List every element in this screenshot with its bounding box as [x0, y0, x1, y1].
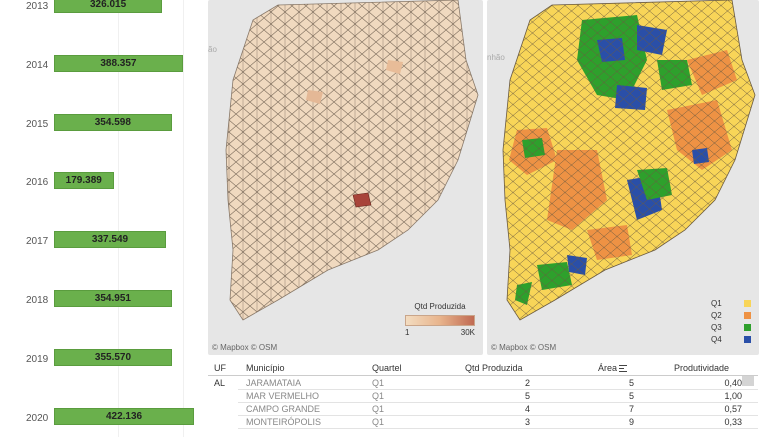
- year-label: 2020: [26, 412, 49, 424]
- header-uf[interactable]: UF: [214, 363, 226, 373]
- map-qtd-produzida[interactable]: ão Qtd Produzida 1 30K © Mapbox © OSM: [208, 0, 483, 355]
- cell-produtividade: 1,00: [724, 391, 742, 401]
- uf-value: AL: [214, 378, 226, 388]
- bar-2015[interactable]: [54, 113, 172, 131]
- year-label: 2013: [26, 1, 49, 12]
- bar-value-label: 422.136: [105, 410, 143, 422]
- cell-municipio: MAR VERMELHO: [246, 391, 320, 401]
- quartile-legend: Q1 Q2 Q3 Q4: [711, 297, 751, 345]
- bar-2018[interactable]: [54, 290, 172, 307]
- cell-quartel: Q1: [372, 404, 385, 414]
- bar-value-label: 337.549: [91, 234, 129, 246]
- header-municipio[interactable]: Município: [246, 363, 285, 373]
- row-divider: [238, 402, 758, 403]
- bar-2019[interactable]: [54, 348, 172, 366]
- row-divider: [238, 415, 758, 416]
- cell-qtd: 3: [524, 417, 530, 427]
- legend-item[interactable]: Q3: [711, 321, 751, 333]
- cell-area: 7: [628, 404, 634, 414]
- cell-area: 5: [628, 378, 634, 388]
- bar-value-label: 326.015: [90, 0, 127, 10]
- year-label: 2014: [26, 59, 49, 71]
- municipality-borders-q: [503, 0, 755, 320]
- header-produtividade[interactable]: Produtividade: [674, 363, 730, 373]
- neighbor-state-label: ão: [208, 45, 217, 54]
- table-row[interactable]: JARAMATAIA Q1 2 5 0,40: [208, 377, 758, 390]
- continuous-legend: Qtd Produzida 1 30K: [405, 302, 475, 337]
- table-row[interactable]: MAR VERMELHO Q1 5 5 1,00: [208, 390, 758, 403]
- table-header: UF Município Quartel Qtd Produzida Área …: [208, 360, 758, 376]
- legend-label: Q1: [711, 298, 722, 308]
- cell-quartel: Q1: [372, 391, 385, 401]
- neighbor-state-label-q: nhão: [487, 53, 505, 62]
- legend-swatch: [744, 299, 751, 307]
- bar-value-label: 179.389: [65, 175, 102, 187]
- cell-area: 5: [628, 391, 634, 401]
- municipality-borders: [226, 0, 478, 320]
- header-area-label: Área: [598, 363, 618, 373]
- sort-icon[interactable]: [619, 365, 628, 373]
- header-quartel[interactable]: Quartel: [372, 363, 402, 373]
- legend-swatch: [744, 335, 751, 343]
- gridline: [118, 0, 119, 437]
- legend-title: Qtd Produzida: [414, 302, 466, 311]
- year-label: 2016: [26, 177, 49, 189]
- table-row[interactable]: MONTEIRÓPOLIS Q1 3 9 0,33: [208, 416, 758, 429]
- legend-label: Q4: [711, 334, 722, 344]
- cell-quartel: Q1: [372, 417, 385, 427]
- cell-area: 9: [628, 417, 634, 427]
- map-attribution-q[interactable]: © Mapbox © OSM: [491, 343, 557, 352]
- yearly-bar-chart: 2013 326.015 2014 388.357 2015 354.598 2016 179…: [0, 0, 205, 437]
- map-left-svg[interactable]: [208, 0, 483, 355]
- bar-2013[interactable]: [54, 0, 163, 13]
- header-qtd[interactable]: Qtd Produzida: [465, 363, 523, 373]
- bar-2014[interactable]: [54, 54, 183, 72]
- gridline: [183, 0, 184, 437]
- cell-municipio: CAMPO GRANDE: [246, 404, 321, 414]
- cell-qtd: 2: [524, 378, 530, 388]
- cell-produtividade: 0,33: [724, 417, 742, 427]
- cell-qtd: 4: [524, 404, 530, 414]
- bar-2020[interactable]: [54, 407, 195, 425]
- legend-swatch: [744, 323, 751, 331]
- legend-gradient: [405, 315, 475, 326]
- municipality-medium-2[interactable]: [386, 60, 403, 74]
- bar-value-label: 388.357: [100, 57, 137, 69]
- legend-swatch: [744, 311, 751, 319]
- cell-qtd: 5: [524, 391, 530, 401]
- year-label: 2017: [26, 236, 49, 248]
- bar-value-label: 355.570: [94, 351, 132, 363]
- legend-item[interactable]: Q2: [711, 309, 751, 321]
- legend-label: Q3: [711, 322, 722, 332]
- map-attribution[interactable]: © Mapbox © OSM: [212, 343, 278, 352]
- table-scrollbar[interactable]: [742, 376, 754, 386]
- bar-2017[interactable]: [54, 231, 166, 249]
- cell-municipio: MONTEIRÓPOLIS: [246, 417, 322, 427]
- legend-item[interactable]: Q4: [711, 333, 751, 345]
- row-divider: [238, 428, 758, 429]
- legend-min: 1: [405, 328, 410, 337]
- legend-label: Q2: [711, 310, 722, 320]
- cell-produtividade: 0,57: [724, 404, 742, 414]
- header-area[interactable]: Área: [598, 363, 628, 373]
- legend-max: 30K: [460, 328, 475, 337]
- bar-2016[interactable]: [54, 172, 114, 190]
- row-divider: [238, 389, 758, 390]
- year-label: 2018: [26, 295, 49, 306]
- municipality-medium[interactable]: [306, 90, 323, 104]
- year-label: 2015: [26, 118, 49, 130]
- table-row[interactable]: CAMPO GRANDE Q1 4 7 0,57: [208, 403, 758, 416]
- highlight-municipality[interactable]: [352, 192, 372, 208]
- map-right-svg[interactable]: [487, 0, 759, 355]
- cell-produtividade: 0,40: [724, 378, 742, 388]
- bar-value-label: 354.951: [94, 293, 131, 304]
- cell-quartel: Q1: [372, 378, 385, 388]
- map-quartil[interactable]: nhão Q1 Q2 Q3 Q4 © Mapbox © OSM: [487, 0, 759, 355]
- year-label: 2019: [26, 353, 49, 365]
- legend-item[interactable]: Q1: [711, 297, 751, 309]
- bar-value-label: 354.598: [94, 116, 131, 128]
- cell-municipio: JARAMATAIA: [246, 378, 302, 388]
